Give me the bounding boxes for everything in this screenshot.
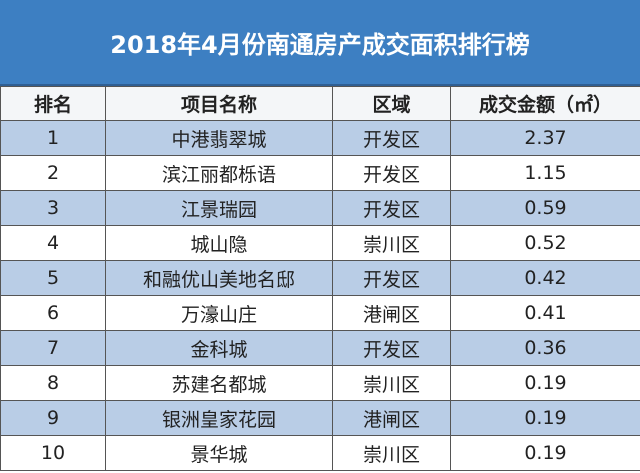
table-cell: 5 (0, 260, 106, 296)
table-cell: 0.36 (450, 330, 640, 366)
table-cell: 0.59 (450, 190, 640, 226)
column-header: 排名 (0, 86, 106, 121)
table-cell: 0.19 (450, 400, 640, 436)
table-cell: 10 (0, 435, 106, 471)
table-cell: 滨江丽都栎语 (105, 155, 333, 191)
table-cell: 3 (0, 190, 106, 226)
table-row: 9 银洲皇家花园 港闸区 0.19 (0, 400, 640, 436)
table-cell: 1 (0, 120, 106, 156)
column-header: 区域 (332, 86, 451, 121)
table-cell: 银洲皇家花园 (105, 400, 333, 436)
column-header: 成交金额（㎡） (450, 86, 640, 121)
table-cell: 和融优山美地名邸 (105, 260, 333, 296)
table-cell: 0.19 (450, 365, 640, 401)
table-cell: 苏建名都城 (105, 365, 333, 401)
table-cell: 开发区 (332, 330, 451, 366)
header-row: 排名 项目名称 区域 成交金额（㎡） (0, 86, 640, 121)
table-cell: 金科城 (105, 330, 333, 366)
table-cell: 开发区 (332, 190, 451, 226)
table-cell: 1.15 (450, 155, 640, 191)
table-cell: 2 (0, 155, 106, 191)
table-cell: 城山隐 (105, 225, 333, 261)
table-cell: 0.42 (450, 260, 640, 296)
title: 2018年4月份南通房产成交面积排行榜 (0, 0, 640, 86)
table-cell: 0.52 (450, 225, 640, 261)
table-cell: 景华城 (105, 435, 333, 471)
table-body: 1 中港翡翠城 开发区 2.37 2 滨江丽都栎语 开发区 1.15 3 江景瑞园 开发区 0.59 4… (0, 120, 640, 471)
table-cell: 7 (0, 330, 106, 366)
table-cell: 2.37 (450, 120, 640, 156)
table-cell: 8 (0, 365, 106, 401)
table-cell: 港闸区 (332, 295, 451, 331)
table-cell: 万濠山庄 (105, 295, 333, 331)
table-row: 10 景华城 崇川区 0.19 (0, 435, 640, 471)
table-row: 3 江景瑞园 开发区 0.59 (0, 190, 640, 226)
table-cell: 9 (0, 400, 106, 436)
table-cell: 4 (0, 225, 106, 261)
table-cell: 中港翡翠城 (105, 120, 333, 156)
table-cell: 港闸区 (332, 400, 451, 436)
table-cell: 崇川区 (332, 435, 451, 471)
table-cell: 崇川区 (332, 225, 451, 261)
table-cell: 0.19 (450, 435, 640, 471)
ranking-table: 排名 项目名称 区域 成交金额（㎡） 1 中港翡翠城 开发区 2.37 2 滨江丽都栎语 开发区 1… (0, 86, 640, 471)
table-cell: 江景瑞园 (105, 190, 333, 226)
table-cell: 崇川区 (332, 365, 451, 401)
table-row: 2 滨江丽都栎语 开发区 1.15 (0, 155, 640, 191)
table-row: 6 万濠山庄 港闸区 0.41 (0, 295, 640, 331)
table-row: 5 和融优山美地名邸 开发区 0.42 (0, 260, 640, 296)
table-cell: 0.41 (450, 295, 640, 331)
table-cell: 开发区 (332, 155, 451, 191)
column-header: 项目名称 (105, 86, 333, 121)
table-row: 8 苏建名都城 崇川区 0.19 (0, 365, 640, 401)
table-cell: 开发区 (332, 120, 451, 156)
table-row: 4 城山隐 崇川区 0.52 (0, 225, 640, 261)
table-row: 1 中港翡翠城 开发区 2.37 (0, 120, 640, 156)
table-row: 7 金科城 开发区 0.36 (0, 330, 640, 366)
table-cell: 开发区 (332, 260, 451, 296)
table-cell: 6 (0, 295, 106, 331)
